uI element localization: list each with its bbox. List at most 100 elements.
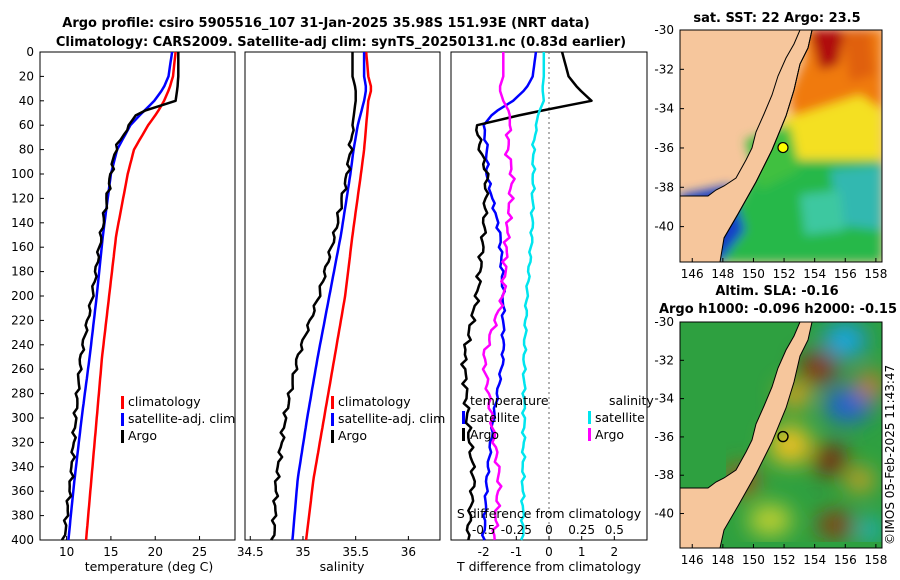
s-difference-label: S difference from climatology (457, 506, 642, 521)
lon-tick-156: 156 (834, 553, 857, 567)
legend-swatch-s-satellite (588, 411, 591, 424)
series-line-climatology (304, 51, 373, 541)
lon-tick-148: 148 (711, 267, 734, 281)
copyright-stamp: ©IMOS 05-Feb-2025 11:43:47 (883, 365, 897, 545)
s-tick-0.5: 0.5 (605, 523, 624, 537)
legend-label-t-argo: Argo (470, 427, 499, 442)
xtick-2: 2 (611, 545, 619, 559)
xtick-36: 36 (401, 545, 416, 559)
difference-lines (460, 51, 593, 541)
lat-tick--38: -38 (654, 468, 674, 482)
sla-lat-tick-labels: -30 -32 -34 -36 -38 -40 (654, 315, 684, 521)
sla-map-image (680, 322, 882, 548)
sla-coastline (680, 322, 813, 548)
depth-tick-240: 240 (11, 338, 34, 352)
sla-map: Altim. SLA: -0.16 Argo h1000: -0.096 h20… (654, 284, 897, 567)
depth-tick-260: 260 (11, 362, 34, 376)
legend-header-salinity: salinity (609, 393, 654, 408)
legend-swatch-satellite (121, 413, 124, 426)
lat-tick--30: -30 (654, 315, 674, 329)
lon-tick-158: 158 (864, 553, 887, 567)
legend-swatch-argo (121, 430, 124, 443)
lat-tick--32: -32 (654, 62, 674, 76)
depth-tick-labels: 0 20 40 60 80 100 120 140 160 180 200 220 240 260 280 3… (11, 45, 44, 547)
t-difference-xlabel: T difference from climatology (456, 559, 642, 574)
legend-swatch-satellite (331, 413, 334, 426)
legend-label-satellite: satellite-adj. clim (128, 411, 235, 426)
series-line-salinity-argo (481, 52, 516, 541)
lon-tick-154: 154 (803, 267, 826, 281)
s-tick--0.5: -0.5 (472, 523, 495, 537)
salinity-tick-labels: 34.5 35 35.5 36 (237, 536, 416, 559)
argo-float-marker (777, 141, 789, 154)
series-line-climatology (84, 51, 177, 541)
xtick--2: -2 (478, 545, 490, 559)
series-line-salinity-satellite (519, 52, 546, 541)
sla-map-title-line1: Altim. SLA: -0.16 (715, 284, 838, 299)
depth-tick-140: 140 (11, 216, 34, 230)
legend-label-satellite: satellite-adj. clim (338, 411, 445, 426)
xtick-35.5: 35.5 (342, 545, 369, 559)
sla-map-title-line2: Argo h1000: -0.096 h2000: -0.15 (659, 302, 897, 317)
depth-tick-40: 40 (19, 94, 34, 108)
lat-tick--36: -36 (654, 430, 674, 444)
temperature-tick-labels: 10 15 20 25 (59, 536, 207, 559)
salinity-lines (270, 51, 373, 541)
sst-map-frame (679, 29, 883, 263)
difference-panel: -2 -1 0 1 2 T difference from climatology S … (450, 51, 654, 574)
depth-tick-300: 300 (11, 411, 34, 425)
lon-tick-148: 148 (711, 553, 734, 567)
xtick--1: -1 (510, 545, 522, 559)
depth-tick-180: 180 (11, 265, 34, 279)
xtick-10: 10 (59, 545, 74, 559)
lat-tick--40: -40 (654, 507, 674, 521)
sst-lat-tick-labels: -30 -32 -34 -36 -38 -40 (654, 23, 684, 234)
s-tick-0.25: 0.25 (568, 523, 595, 537)
sst-map-image (680, 30, 882, 262)
s-tick--0.25: -0.25 (501, 523, 532, 537)
s-tick-0: 0 (545, 523, 553, 537)
lon-tick-146: 146 (681, 553, 704, 567)
lon-tick-156: 156 (834, 267, 857, 281)
xtick-20: 20 (148, 545, 163, 559)
depth-tick-200: 200 (11, 289, 34, 303)
lat-tick--36: -36 (654, 141, 674, 155)
xtick-34.5: 34.5 (237, 545, 264, 559)
legend-swatch-t-argo (462, 428, 465, 441)
lat-tick--32: -32 (654, 353, 674, 367)
lat-tick--38: -38 (654, 180, 674, 194)
sst-map-title: sat. SST: 22 Argo: 23.5 (693, 11, 860, 26)
s-difference-tick-labels: -0.5 -0.25 0 0.25 0.5 (472, 523, 624, 537)
temperature-lines (60, 51, 180, 541)
sla-map-frame (679, 321, 883, 549)
sst-lon-tick-labels: 146 148 150 152 154 156 158 (681, 258, 887, 281)
lon-tick-150: 150 (742, 267, 765, 281)
series-line-satellite-adj-clim (291, 52, 368, 541)
coastline-contour (723, 30, 813, 239)
lat-tick--34: -34 (654, 102, 674, 116)
xtick-25: 25 (192, 545, 207, 559)
legend-swatch-s-argo (588, 428, 591, 441)
depth-tick-360: 360 (11, 484, 34, 498)
depth-tick-120: 120 (11, 191, 34, 205)
legend-label-climatology: climatology (338, 394, 411, 409)
xtick-35: 35 (295, 545, 310, 559)
series-line-temperature-argo (460, 51, 593, 541)
lon-tick-158: 158 (864, 267, 887, 281)
series-line-argo (60, 52, 180, 541)
sla-lon-tick-labels: 146 148 150 152 154 156 158 (681, 544, 887, 567)
lat-tick--34: -34 (654, 392, 674, 406)
difference-legend: temperature satellite Argo salinity sate… (462, 393, 654, 442)
depth-tick-400: 400 (11, 533, 34, 547)
lon-tick-154: 154 (803, 553, 826, 567)
lon-tick-146: 146 (681, 267, 704, 281)
depth-tick-20: 20 (19, 69, 34, 83)
depth-tick-380: 380 (11, 509, 34, 523)
salinity-legend: climatology satellite-adj. clim Argo (331, 394, 445, 443)
lon-tick-150: 150 (742, 553, 765, 567)
depth-tick-60: 60 (19, 118, 34, 132)
legend-header-temperature: temperature (470, 393, 549, 408)
depth-tick-100: 100 (11, 167, 34, 181)
salinity-panel: 34.5 35 35.5 36 salinity climatology satell… (237, 51, 445, 574)
